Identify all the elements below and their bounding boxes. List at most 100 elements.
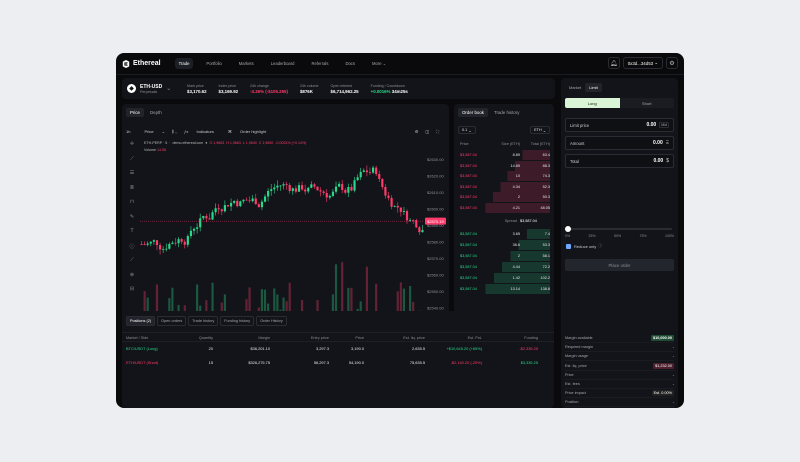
nav-trade[interactable]: Trade <box>174 58 194 69</box>
slider-label[interactable]: 75% <box>639 234 647 238</box>
slider-knob[interactable] <box>565 226 571 232</box>
summary-value: Est. 0.00% <box>651 390 674 397</box>
short-button[interactable]: Short <box>641 100 652 106</box>
position-qty: 20 <box>208 346 213 351</box>
eth-token-icon[interactable]: Ξ <box>665 140 669 146</box>
ask-row[interactable]: $3,587.04 14.89 88.3 <box>458 160 550 171</box>
position-row[interactable]: ETH/USDT (Short) 15 $326,275.75 56,297.3… <box>122 357 554 370</box>
bid-size: 36.6 <box>512 243 520 247</box>
position-row[interactable]: BTC/USDT (Long) 20 $36,201.10 3,297.3 3,… <box>122 343 554 356</box>
bid-row[interactable]: $3,587.04 1.42 102.2 <box>458 273 550 283</box>
size-slider[interactable] <box>565 226 672 232</box>
ask-price: $3,587.04 <box>460 153 477 157</box>
mid-price-button[interactable]: Mid <box>659 122 669 128</box>
ruler-icon[interactable]: ⟋ <box>130 257 134 263</box>
place-order-button[interactable]: Place order <box>565 259 674 271</box>
bid-row[interactable]: $3,587.04 4.44 72.2 <box>458 262 550 272</box>
usd-token-icon[interactable]: $ <box>666 158 669 164</box>
bid-row[interactable]: $3,587.04 36.6 53.3 <box>458 240 550 250</box>
reduce-only-toggle[interactable]: Reduce only ⓘ <box>566 243 602 249</box>
tab-limit[interactable]: Limit <box>585 83 602 92</box>
chart-settings-icon[interactable]: ⚙ <box>414 128 419 134</box>
limit-price-field[interactable]: Limit price 0.00 Mid <box>565 118 674 132</box>
tab-depth[interactable]: Depth <box>150 110 162 115</box>
col-size: Size (ETH) <box>501 142 520 146</box>
info-icon[interactable]: ⓘ <box>129 243 135 250</box>
ethereal-logo-icon <box>122 59 130 68</box>
nav-referrals[interactable]: Referrals <box>311 61 329 66</box>
total-field[interactable]: Total 0.00 $ <box>565 154 674 168</box>
wallet-address: 0x3d...34d53 <box>627 60 654 66</box>
tab-open-orders[interactable]: Open orders <box>157 316 187 326</box>
candle-body <box>304 189 307 192</box>
tab-funding-history[interactable]: Funding history <box>220 316 255 326</box>
text-icon[interactable]: T <box>130 228 134 234</box>
trendline-icon[interactable]: ⟋ <box>130 155 134 162</box>
position-liq: 2,635.5 <box>412 346 425 351</box>
candle-body <box>300 185 304 190</box>
fib-icon[interactable]: ≣ <box>129 184 135 191</box>
tab-order-book[interactable]: Order book <box>458 108 488 117</box>
brand-logo[interactable]: Ethereal <box>122 59 161 68</box>
candle-type-icon[interactable]: ⫼ ⌄ <box>172 128 178 134</box>
chevron-down-icon: ⌄ <box>382 61 387 66</box>
col-pnl: Est. PnL <box>467 336 482 340</box>
brush-icon[interactable]: ✎ <box>129 213 135 220</box>
slider-label[interactable]: 0% <box>565 234 571 238</box>
limit-price-label: Limit price <box>570 122 590 128</box>
indicators-button[interactable]: ƒx Indicators <box>184 129 221 134</box>
tab-positions[interactable]: Positions (2) <box>126 316 156 326</box>
ask-row[interactable]: $3,587.04 4.21 48.05 <box>458 202 550 213</box>
market-selector[interactable]: ◆ ETH-USD Perpetuals ⌄ <box>127 84 187 94</box>
bid-row[interactable]: $3,587.04 13.14 138.8 <box>458 284 550 294</box>
col-total: Total (ETH) <box>530 142 550 146</box>
reduce-only-checkbox[interactable] <box>566 243 571 249</box>
unit-select[interactable]: ETH ⌄ <box>530 126 550 134</box>
candle-body <box>365 170 368 173</box>
funding-stat: Funding / Countdown +0.0016% 34m25s <box>371 84 408 94</box>
slider-label[interactable]: 100% <box>665 234 674 238</box>
order-highlight-button[interactable]: ⌘ Order highlight <box>228 129 273 134</box>
ask-row[interactable]: $3,587.04 2 50.3 <box>458 192 550 202</box>
fullscreen-icon[interactable]: ⛶ <box>436 128 439 134</box>
nav-portfolio[interactable]: Portfolio <box>206 61 222 66</box>
nav-more[interactable]: More ⌄ <box>368 58 390 69</box>
nav-leaderboard[interactable]: Leaderboard <box>270 61 295 66</box>
interval-selector[interactable]: 1h <box>126 129 137 134</box>
group-size-select[interactable]: 0.1 ⌄ <box>458 126 476 134</box>
long-button[interactable]: Long <box>565 98 620 108</box>
stat-value: $3,170.62 <box>187 88 207 94</box>
notification-bell-button[interactable]: 🔔︎ <box>607 57 620 69</box>
ask-row[interactable]: $3,587.04 4.34 52.3 <box>458 181 550 192</box>
ask-row[interactable]: $3,587.04 8.89 63.4 <box>458 150 550 160</box>
side-toggle: Long Short <box>565 98 674 108</box>
candle-body <box>260 201 264 208</box>
bid-row[interactable]: $3,587.04 2 58.1 <box>458 251 550 261</box>
slider-label[interactable]: 50% <box>614 234 622 238</box>
camera-icon[interactable]: ◫ <box>425 128 430 134</box>
tab-order-history[interactable]: Order History <box>256 316 287 326</box>
zoom-icon[interactable]: ⊕ <box>129 271 135 278</box>
tab-price[interactable]: Price <box>126 108 145 117</box>
candle-body <box>313 184 316 187</box>
crosshair-icon[interactable]: ✛ <box>129 141 135 147</box>
bid-row[interactable]: $3,587.04 3.65 7.4 <box>458 229 550 239</box>
settings-button[interactable]: ⚙ <box>666 57 678 69</box>
tab-trade-history[interactable]: Trade history <box>188 316 219 326</box>
reduce-only-label: Reduce only <box>574 243 597 249</box>
nav-markets[interactable]: Markets <box>238 61 254 66</box>
candle-body <box>316 186 319 191</box>
ask-row[interactable]: $3,587.04 10 74.3 <box>458 171 550 181</box>
nav-docs[interactable]: Docs <box>345 61 355 66</box>
pattern-icon[interactable]: ⊓ <box>130 199 134 205</box>
tab-trade-history[interactable]: Trade history <box>493 110 520 115</box>
parallel-lines-icon[interactable]: ☰ <box>129 170 135 176</box>
amount-field[interactable]: Amount 0.00 Ξ <box>565 136 674 150</box>
candle-body <box>331 191 335 196</box>
tab-market[interactable]: Market <box>569 85 582 90</box>
candle-body <box>248 200 251 202</box>
wallet-button[interactable]: 0x3d...34d53 ⌄ <box>622 57 663 69</box>
slider-label[interactable]: 25% <box>588 234 596 238</box>
style-selector[interactable]: Price ⌄ <box>144 128 166 134</box>
lock-icon[interactable]: ⊟ <box>129 286 135 292</box>
